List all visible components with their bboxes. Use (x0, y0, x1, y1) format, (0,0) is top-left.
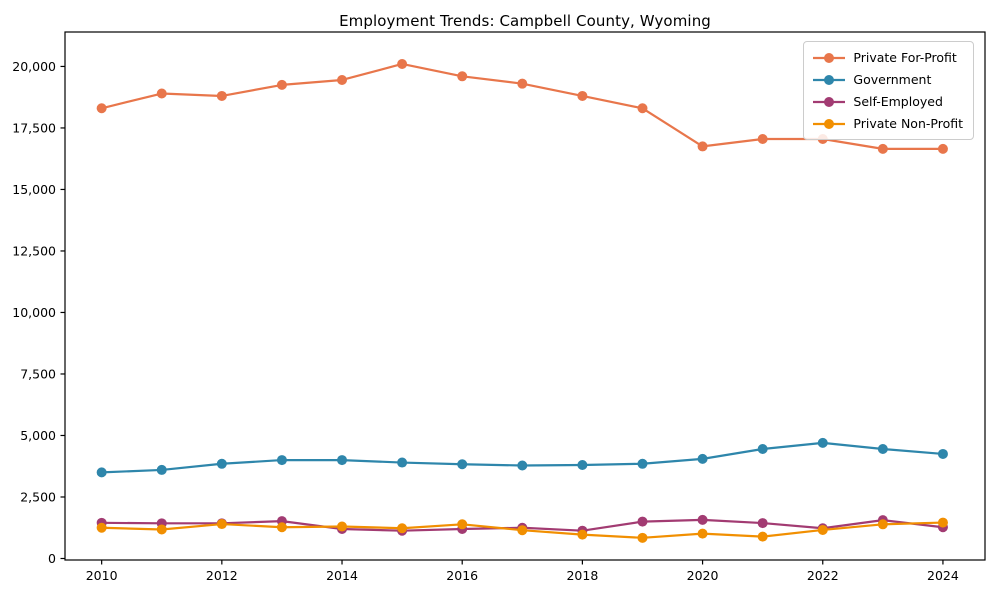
data-point-marker (697, 141, 708, 152)
data-point-marker (276, 455, 287, 466)
data-point-marker (637, 532, 648, 543)
data-point-marker (877, 444, 888, 455)
x-tick-label: 2020 (687, 568, 719, 583)
data-point-marker (757, 444, 768, 455)
data-point-marker (397, 523, 408, 534)
legend-line-marker-icon (813, 52, 846, 63)
y-tick-label: 0 (48, 551, 56, 566)
data-point-marker (216, 458, 227, 469)
data-point-marker (757, 134, 768, 145)
data-point-marker (757, 518, 768, 529)
data-point-marker (697, 514, 708, 525)
y-tick-label: 20,000 (12, 59, 56, 74)
y-tick-label: 10,000 (12, 305, 56, 320)
data-point-marker (337, 521, 348, 532)
x-tick-label: 2022 (807, 568, 839, 583)
x-tick-label: 2014 (326, 568, 358, 583)
data-point-marker (156, 464, 167, 475)
data-point-marker (817, 524, 828, 535)
data-point-marker (517, 525, 528, 536)
legend: Private For-Profit Government Self-Employe… (803, 41, 974, 140)
data-point-marker (156, 88, 167, 99)
data-point-marker (637, 458, 648, 469)
data-point-marker (697, 453, 708, 464)
data-point-marker (637, 516, 648, 527)
y-tick-label: 15,000 (12, 182, 56, 197)
data-point-marker (216, 519, 227, 530)
x-tick-label: 2012 (206, 568, 238, 583)
data-point-marker (337, 74, 348, 85)
x-tick-label: 2018 (566, 568, 598, 583)
legend-label: Government (853, 72, 932, 87)
data-point-marker (96, 522, 107, 533)
data-point-marker (877, 519, 888, 530)
legend-label: Self-Employed (853, 94, 943, 109)
data-point-marker (96, 467, 107, 478)
data-point-marker (397, 457, 408, 468)
data-point-marker (637, 103, 648, 114)
y-tick-label: 2,500 (20, 489, 56, 504)
data-point-marker (877, 143, 888, 154)
chart-title: Employment Trends: Campbell County, Wyom… (339, 12, 711, 30)
x-tick-label: 2010 (86, 568, 118, 583)
data-point-marker (817, 437, 828, 448)
data-point-marker (577, 90, 588, 101)
data-point-marker (517, 460, 528, 471)
data-point-marker (337, 455, 348, 466)
data-point-marker (156, 524, 167, 535)
data-point-marker (276, 79, 287, 90)
legend-line-marker-icon (813, 96, 846, 107)
legend-label: Private For-Profit (853, 50, 957, 65)
data-point-marker (96, 103, 107, 114)
legend-item-private-for-profit: Private For-Profit (812, 49, 963, 66)
data-point-marker (937, 143, 948, 154)
data-point-marker (757, 531, 768, 542)
legend-label: Private Non-Profit (853, 116, 963, 131)
legend-item-government: Government (812, 71, 963, 88)
y-tick-label: 7,500 (20, 366, 56, 381)
data-point-marker (577, 460, 588, 471)
legend-line-marker-icon (813, 118, 846, 129)
data-point-marker (457, 71, 468, 82)
legend-line-marker-icon (813, 74, 846, 85)
y-tick-label: 5,000 (20, 428, 56, 443)
x-tick-label: 2016 (446, 568, 478, 583)
y-tick-label: 12,500 (12, 243, 56, 258)
data-point-marker (457, 459, 468, 470)
plot-frame (64, 31, 986, 561)
data-point-marker (517, 78, 528, 89)
data-point-marker (397, 58, 408, 69)
x-tick-label: 2024 (927, 568, 959, 583)
data-point-marker (937, 517, 948, 528)
data-point-marker (937, 448, 948, 459)
data-point-marker (697, 528, 708, 539)
y-tick-label: 17,500 (12, 120, 56, 135)
legend-item-self-employed: Self-Employed (812, 93, 963, 110)
data-point-marker (577, 529, 588, 540)
data-point-marker (216, 90, 227, 101)
legend-item-private-non-profit: Private Non-Profit (812, 115, 963, 132)
data-point-marker (457, 519, 468, 530)
data-point-marker (276, 522, 287, 533)
